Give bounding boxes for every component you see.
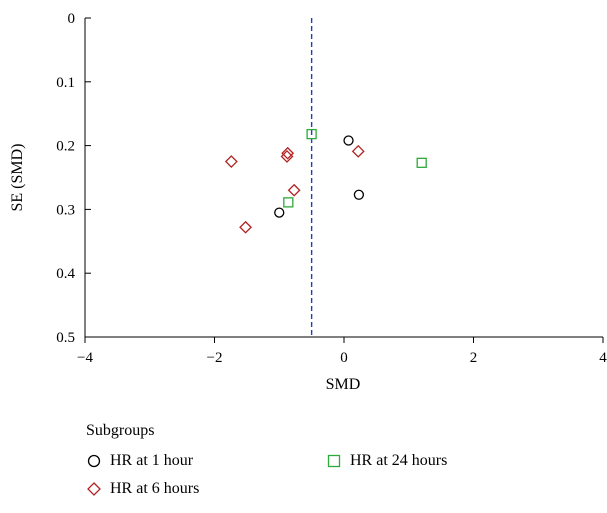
diamond-point (281, 146, 295, 160)
funnel-plot: −4 −2 0 2 4 0 0.1 0.2 0.3 0.4 0.5 SMD SE (SMD) (9, 11, 607, 393)
square-point (283, 197, 294, 208)
legend-item-hr-6-hours: HR at 6 hours (86, 480, 199, 498)
axes (84, 18, 603, 338)
data-points (224, 128, 427, 234)
x-tick-label: 0 (340, 350, 348, 366)
diamond-point (351, 144, 365, 158)
y-tick-label: 0.2 (56, 139, 75, 155)
circle-point (343, 135, 354, 146)
y-tick-label: 0.3 (56, 202, 75, 218)
x-tick-label: −4 (77, 350, 93, 366)
legend: Subgroups HR at 1 hour HR at 24 hours HR… (86, 422, 586, 512)
diamond-marker-icon (87, 482, 101, 496)
y-tick-label: 0.1 (56, 75, 75, 91)
y-tick-label: 0.5 (56, 330, 75, 346)
circle-point (353, 189, 365, 200)
diamond-point (239, 220, 252, 234)
x-ticks: −4 −2 0 2 4 (77, 337, 607, 366)
diamond-point (224, 155, 238, 168)
square-point (416, 157, 427, 168)
square-marker-icon (327, 454, 341, 468)
y-tick-label: 0 (68, 11, 76, 27)
x-tick-label: 2 (470, 350, 478, 366)
legend-item-hr-1-hour: HR at 1 hour (86, 452, 193, 470)
legend-label: HR at 24 hours (350, 452, 448, 469)
y-tick-label: 0.4 (56, 266, 75, 282)
diamond-point (287, 183, 301, 197)
y-axis-title: SE (SMD) (9, 143, 26, 211)
y-ticks: 0 0.1 0.2 0.3 0.4 0.5 (56, 11, 91, 346)
legend-title: Subgroups (86, 422, 155, 439)
x-tick-label: −2 (207, 350, 223, 366)
x-axis-title: SMD (326, 376, 361, 393)
square-point (306, 128, 317, 140)
legend-label: HR at 1 hour (110, 452, 194, 469)
x-tick-label: 4 (599, 350, 607, 366)
diamond-point (280, 150, 294, 163)
circle-point (274, 207, 285, 218)
legend-label: HR at 6 hours (110, 480, 200, 497)
circle-marker-icon (87, 454, 101, 468)
legend-item-hr-24-hours: HR at 24 hours (326, 452, 447, 470)
